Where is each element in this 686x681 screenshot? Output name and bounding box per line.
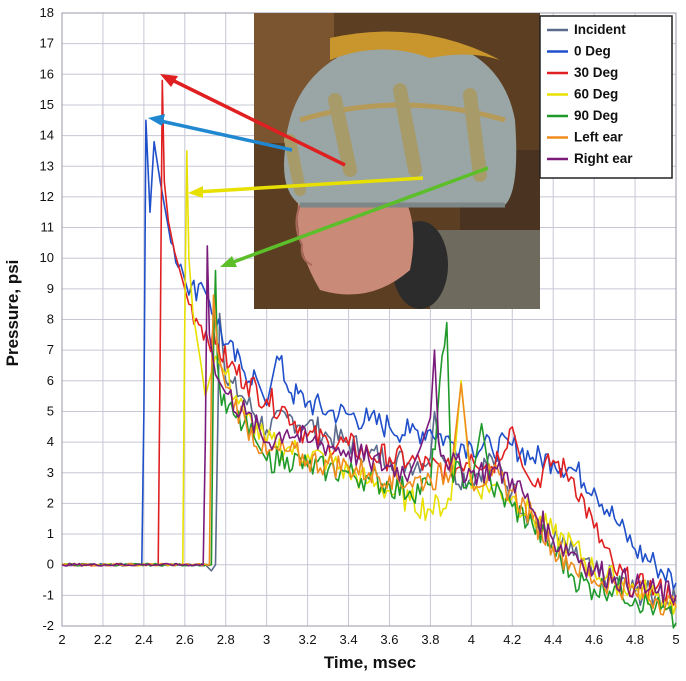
y-tick-label: 16 [40, 66, 54, 81]
legend-label: Left ear [574, 130, 624, 145]
y-tick-label: 17 [40, 36, 54, 51]
y-tick-label: 1 [47, 526, 54, 541]
x-tick-label: 3.4 [339, 632, 357, 647]
legend: Incident 0 Deg 30 Deg 60 Deg 90 Deg Left ear R… [539, 15, 673, 179]
legend-box [539, 15, 673, 179]
x-tick-label: 4.4 [544, 632, 562, 647]
y-tick-label: 3 [47, 465, 54, 480]
y-tick-label: 10 [40, 250, 54, 265]
arrow-90deg-head [220, 256, 237, 267]
arrow-60deg [195, 176, 424, 194]
x-tick-label: 2.2 [94, 632, 112, 647]
series-line [62, 119, 677, 590]
y-axis-title: Pressure, psi [3, 260, 22, 367]
series-line [61, 269, 677, 629]
y-tick-label: 13 [40, 158, 54, 173]
y-tick-label: 2 [47, 495, 54, 510]
legend-label: Incident [574, 22, 626, 37]
y-tick-label: 9 [47, 281, 54, 296]
x-tick-label: 4.8 [626, 632, 644, 647]
arrow-30deg-head [160, 74, 178, 87]
arrow-0deg-head [148, 114, 165, 126]
y-tick-label: 15 [40, 97, 54, 112]
arrow-0deg [155, 118, 293, 152]
y-tick-label: 18 [40, 5, 54, 20]
y-tick-label: 8 [47, 312, 54, 327]
y-tick-label: 5 [47, 403, 54, 418]
x-tick-label: 2.6 [176, 632, 194, 647]
y-tick-label: 14 [40, 128, 54, 143]
x-tick-label: 5 [672, 632, 679, 647]
x-tick-label: 2.8 [217, 632, 235, 647]
x-tick-labels: 2 2.2 2.4 2.6 2.8 3 3.2 3.4 3.6 3.8 4 4.2 4.4 4.6 4.8 5 [58, 632, 679, 647]
legend-label: 60 Deg [574, 87, 618, 102]
y-tick-label: -1 [42, 587, 54, 602]
x-tick-label: 3.8 [421, 632, 439, 647]
y-tick-label: -2 [42, 618, 54, 633]
x-tick-label: 3 [263, 632, 270, 647]
legend-label: 0 Deg [574, 44, 611, 59]
x-tick-label: 4 [468, 632, 475, 647]
y-tick-label: 4 [47, 434, 54, 449]
x-tick-label: 2.4 [135, 632, 153, 647]
arrow-90deg [227, 166, 489, 266]
x-tick-label: 4.6 [585, 632, 603, 647]
legend-label: 30 Deg [574, 65, 618, 80]
series-lines [61, 79, 677, 629]
annotation-arrows [148, 74, 489, 267]
x-tick-label: 3.6 [380, 632, 398, 647]
legend-label: Right ear [574, 151, 633, 166]
x-tick-label: 4.2 [503, 632, 521, 647]
helmet-photo-inset [254, 13, 540, 309]
y-tick-label: 7 [47, 342, 54, 357]
y-tick-label: 12 [40, 189, 54, 204]
y-tick-label: 6 [47, 373, 54, 388]
series-line [61, 245, 677, 605]
x-tick-label: 3.2 [299, 632, 317, 647]
x-tick-label: 2 [58, 632, 65, 647]
y-tick-label: 11 [41, 220, 55, 235]
arrow-60deg-head [188, 186, 203, 198]
legend-label: 90 Deg [574, 108, 618, 123]
x-axis-title: Time, msec [324, 653, 416, 672]
y-tick-label: 0 [47, 557, 54, 572]
arrow-30deg [167, 76, 346, 167]
